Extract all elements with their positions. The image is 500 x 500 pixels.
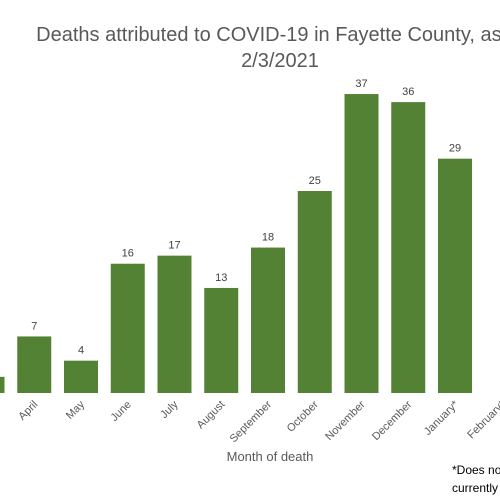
x-tick-november: November [323, 398, 368, 443]
x-tick-february: February* [465, 398, 500, 441]
footnote: *Does not currently b [452, 461, 500, 497]
chart-title-line1: Deaths attributed to COVID-19 in Fayette… [36, 24, 500, 46]
footnote-line1: *Does not [452, 463, 500, 477]
data-label-september: 18 [262, 232, 274, 244]
x-tick-april: April [16, 399, 40, 423]
x-axis-label: Month of death [226, 449, 314, 464]
footnote-line2: currently b [452, 481, 500, 495]
bar-july [157, 255, 192, 393]
x-tick-january: January* [422, 398, 462, 438]
x-tick-july: July [158, 398, 181, 421]
chart-title: Deaths attributed to COVID-19 in Fayette… [0, 22, 500, 74]
bar-august [204, 287, 239, 393]
bar-june [110, 263, 145, 393]
x-tick-december: December [370, 398, 415, 443]
bar-september [251, 247, 285, 393]
data-label-may: 4 [78, 345, 84, 357]
bar-december [391, 102, 426, 394]
data-label-july: 17 [168, 240, 180, 252]
data-label-december: 36 [402, 86, 414, 98]
bar-january [438, 158, 472, 393]
data-label-june: 16 [122, 248, 134, 260]
data-label-january: 29 [449, 143, 461, 155]
bar-march [0, 376, 5, 393]
x-tick-october: October [285, 398, 321, 434]
bar-october [297, 191, 332, 393]
bar-april [17, 336, 52, 393]
bar-november [344, 94, 379, 393]
x-tick-september: September [228, 398, 275, 445]
x-tick-may: May [64, 398, 88, 422]
chart-title-line2: 2/3/2021 [241, 50, 319, 72]
x-tick-august: August [195, 399, 228, 432]
x-tick-june: June [109, 399, 134, 424]
data-label-october: 25 [309, 175, 321, 187]
data-label-april: 7 [31, 320, 37, 332]
data-label-august: 13 [215, 272, 227, 284]
data-label-november: 37 [355, 78, 367, 90]
bar-may [64, 360, 98, 393]
